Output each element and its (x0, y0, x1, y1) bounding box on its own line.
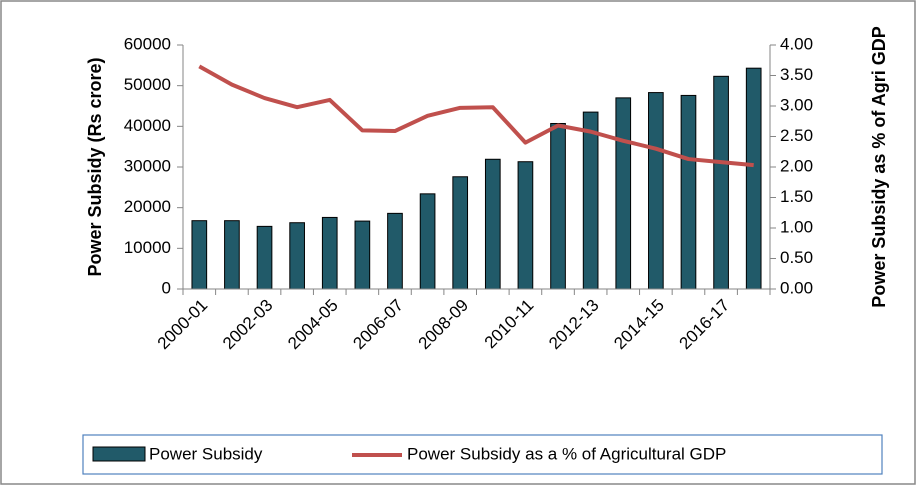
line (198, 64, 754, 168)
bar (484, 158, 501, 290)
bar (648, 92, 664, 290)
y-tick-label: 40000 (124, 116, 171, 135)
legend-swatch (92, 446, 146, 462)
legend-label: Power Subsidy as a % of Agricultural GDP (407, 444, 726, 463)
bar (452, 176, 469, 290)
bar (713, 75, 729, 290)
bar (256, 225, 273, 290)
y-tick-label: 20000 (124, 197, 171, 216)
y2-axis-title: Power Subsidy as % of Agri GDP (869, 26, 889, 307)
legend-label: Power Subsidy (149, 444, 263, 463)
y2-tick-label: 0.50 (780, 248, 813, 267)
y2-tick-label: 1.50 (780, 187, 813, 206)
y-tick-label: 10000 (124, 238, 171, 257)
y-tick-label: 0 (162, 278, 171, 297)
y-axis-title: Power Subsidy (Rs crore) (85, 57, 105, 276)
y-tick-label: 60000 (124, 34, 171, 53)
bar (680, 94, 697, 290)
bar (550, 122, 566, 290)
y2-tick-label: 2.50 (780, 126, 813, 145)
bar (321, 216, 338, 290)
bar (582, 111, 599, 290)
bar (354, 220, 371, 290)
y2-tick-label: 2.00 (780, 156, 813, 175)
bar (289, 222, 305, 290)
bar (191, 220, 208, 290)
y-tick-label: 30000 (124, 156, 171, 175)
y2-tick-label: 0.00 (780, 278, 813, 297)
y2-tick-label: 4.00 (780, 34, 813, 53)
y2-tick-label: 1.00 (780, 217, 813, 236)
y2-tick-label: 3.50 (780, 65, 813, 84)
bar (745, 67, 762, 290)
bar (224, 220, 240, 290)
bar (517, 161, 534, 290)
bar (419, 193, 436, 290)
bar (387, 212, 403, 290)
legend-box (82, 434, 883, 475)
bar (615, 97, 632, 290)
y2-tick-label: 3.00 (780, 95, 813, 114)
y-tick-label: 50000 (124, 75, 171, 94)
